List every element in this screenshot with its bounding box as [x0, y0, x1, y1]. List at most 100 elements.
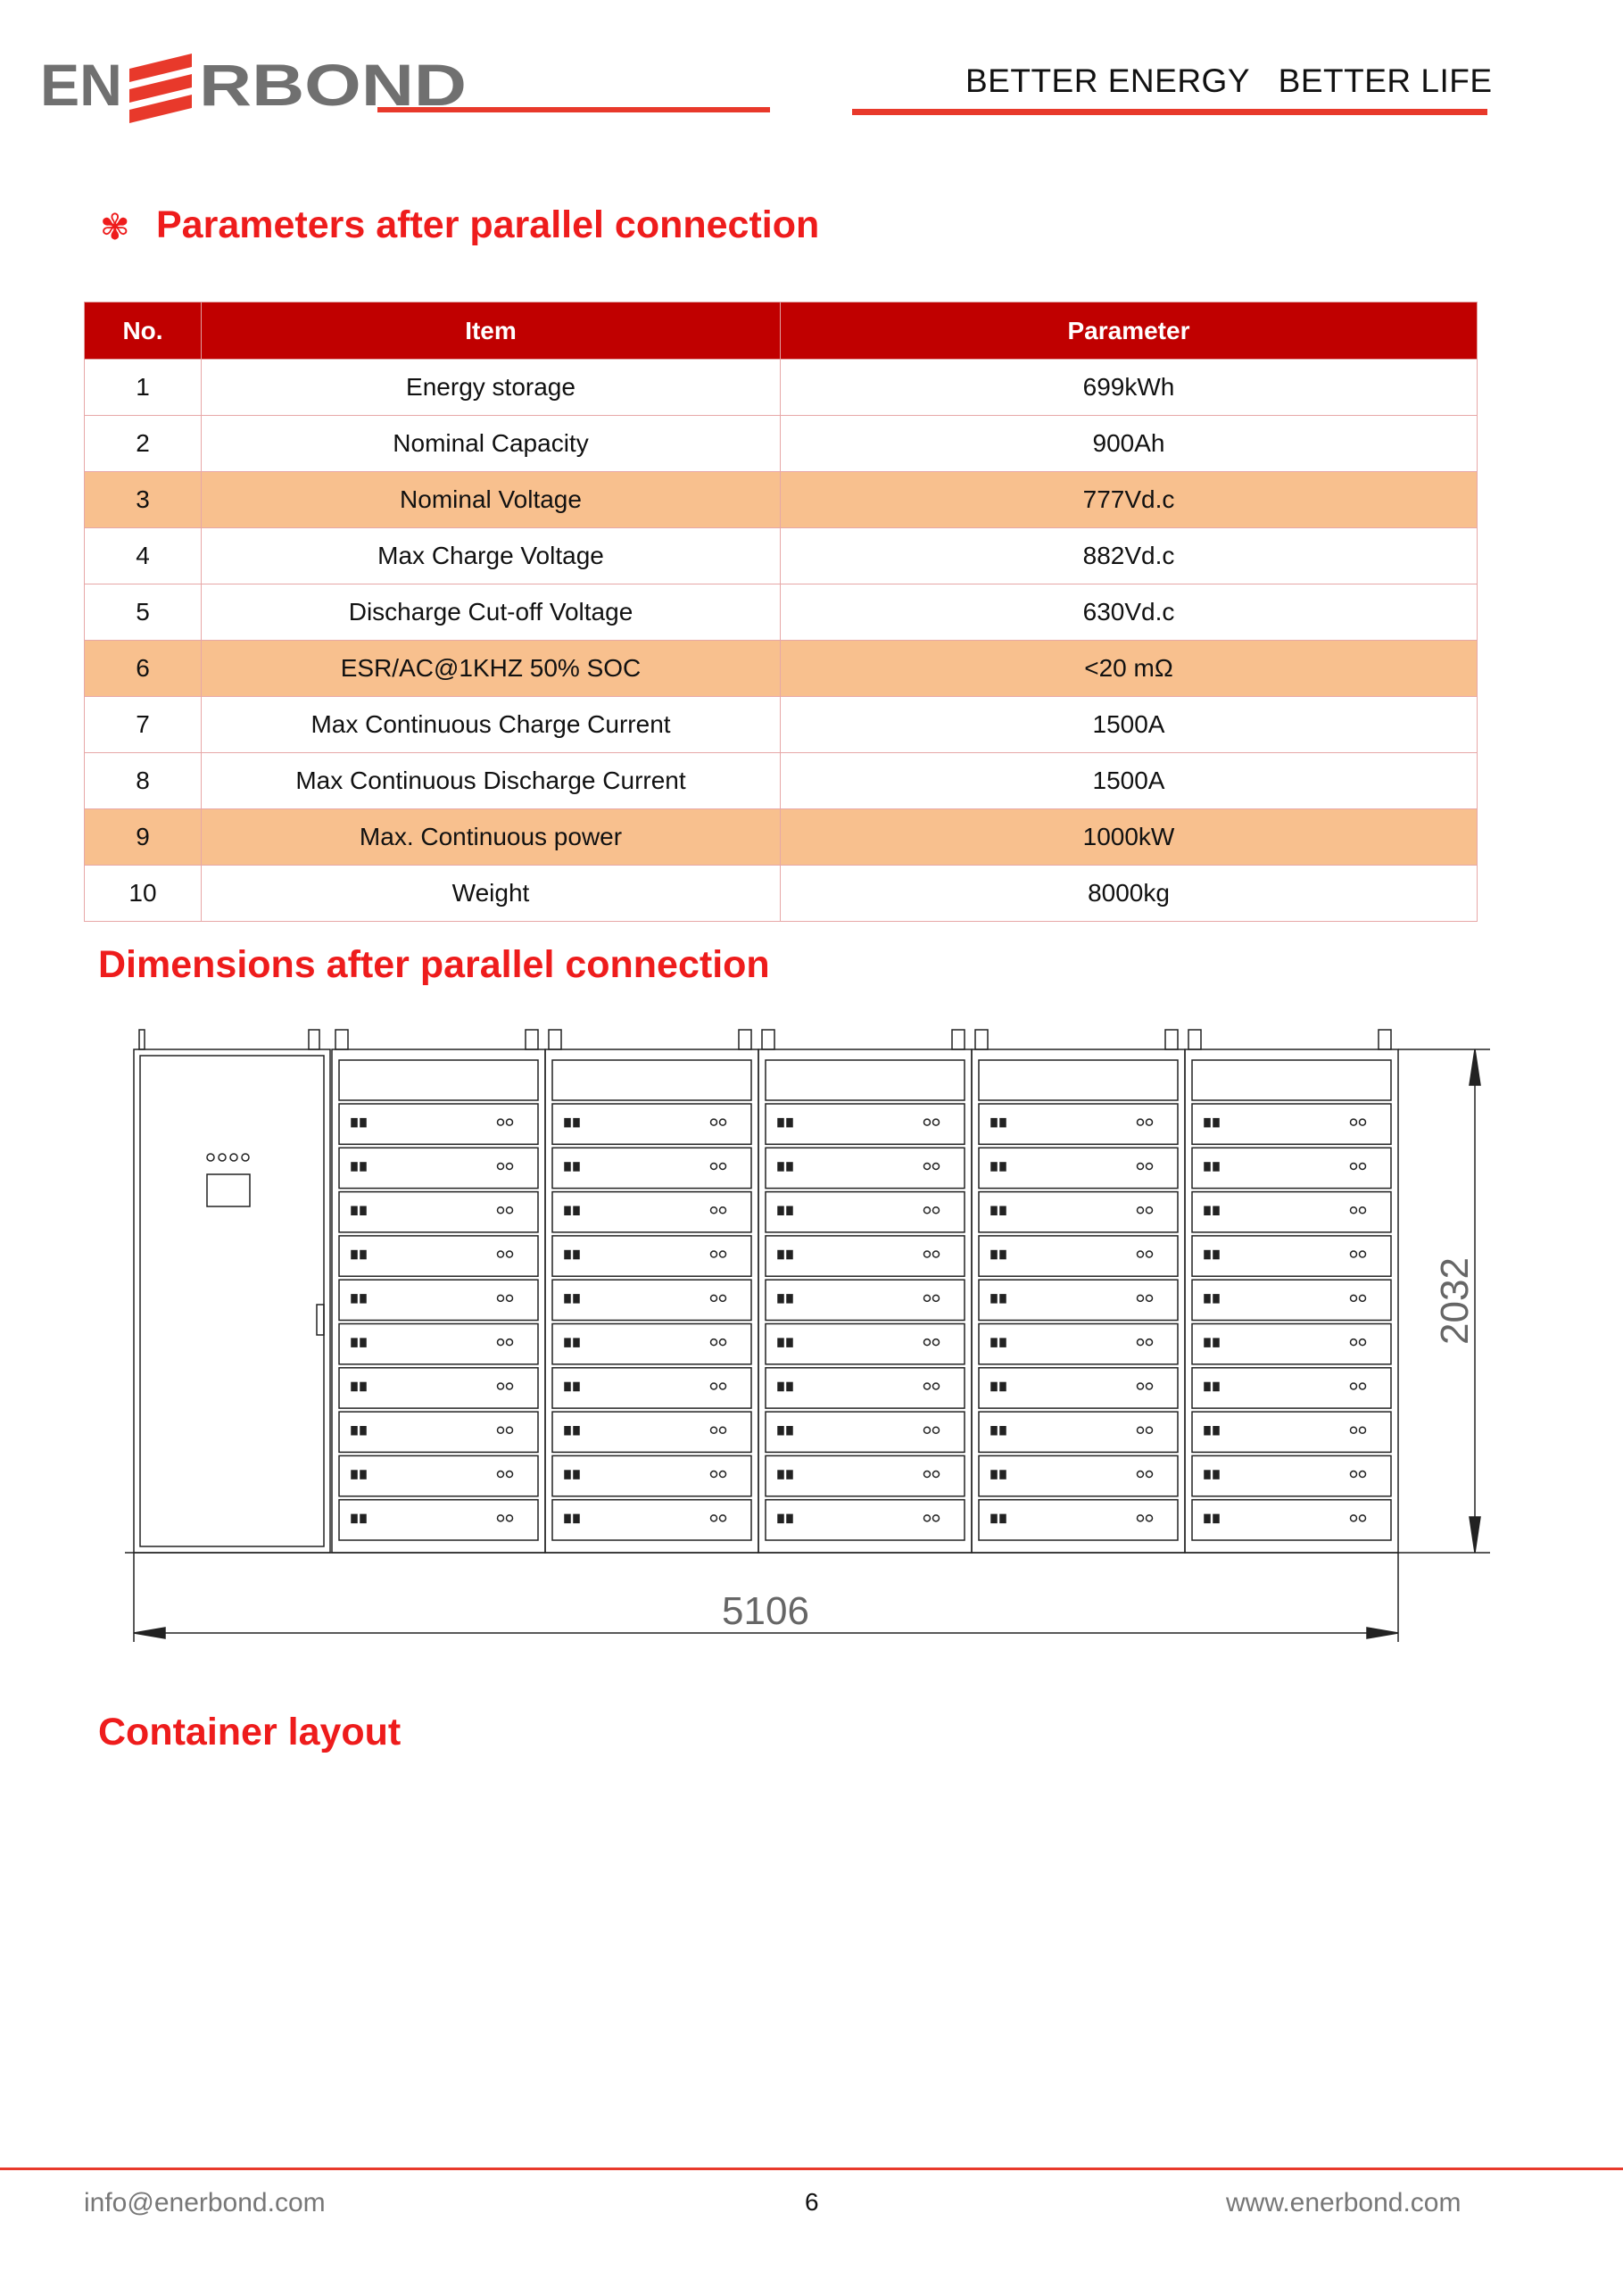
module-terminal — [1145, 1382, 1154, 1390]
module-terminal — [709, 1426, 718, 1434]
module-port — [573, 1381, 580, 1392]
module-terminal — [1145, 1118, 1154, 1126]
footer-email-link[interactable]: info@enerbond.com — [84, 2188, 326, 2217]
module-terminal — [718, 1162, 727, 1171]
module-terminal — [709, 1338, 718, 1347]
module-terminal — [1136, 1514, 1145, 1522]
battery-module — [978, 1455, 1179, 1497]
module-terminal — [496, 1294, 505, 1303]
battery-module — [338, 1235, 539, 1277]
module-terminal — [1349, 1118, 1358, 1126]
module-terminal — [709, 1250, 718, 1258]
cell-param: 777Vd.c — [780, 471, 1478, 528]
module-port — [564, 1162, 571, 1172]
module-terminal — [709, 1382, 718, 1390]
module-port — [786, 1249, 793, 1260]
bms-control-box — [338, 1059, 539, 1101]
module-terminal — [1358, 1426, 1367, 1434]
module-port — [990, 1249, 998, 1260]
module-port — [990, 1338, 998, 1347]
cell-param: 882Vd.c — [780, 527, 1478, 584]
module-terminal — [932, 1162, 940, 1171]
module-terminal — [505, 1250, 514, 1258]
module-port — [1204, 1381, 1211, 1392]
module-terminal — [1145, 1426, 1154, 1434]
module-terminal — [505, 1426, 514, 1434]
indicator-light — [241, 1153, 250, 1162]
cabinet-dimension-drawing: 5106 2032 — [125, 1029, 1490, 1642]
battery-module — [1191, 1147, 1392, 1189]
battery-module — [1191, 1498, 1392, 1541]
battery-module — [765, 1322, 965, 1365]
module-terminal — [718, 1382, 727, 1390]
module-port — [351, 1381, 358, 1392]
module-port — [990, 1470, 998, 1480]
module-port — [777, 1117, 784, 1128]
cell-item: Energy storage — [201, 359, 781, 416]
module-terminal — [923, 1162, 932, 1171]
module-terminal — [1136, 1162, 1145, 1171]
module-port — [564, 1381, 571, 1392]
module-port — [564, 1426, 571, 1436]
battery-module — [1191, 1322, 1392, 1365]
module-terminal — [923, 1250, 932, 1258]
module-port — [1204, 1513, 1211, 1524]
module-terminal — [1358, 1382, 1367, 1390]
module-terminal — [505, 1382, 514, 1390]
module-terminal — [496, 1338, 505, 1347]
module-port — [351, 1513, 358, 1524]
module-port — [360, 1426, 367, 1436]
module-terminal — [709, 1470, 718, 1479]
module-port — [360, 1117, 367, 1128]
lifting-lug — [738, 1029, 752, 1050]
column-header-item: Item — [201, 302, 781, 360]
lifting-lug — [335, 1029, 349, 1050]
module-terminal — [932, 1426, 940, 1434]
module-port — [777, 1513, 784, 1524]
module-port — [786, 1338, 793, 1347]
flower-bullet-icon: ✾ — [100, 208, 130, 247]
footer-website-link[interactable]: www.enerbond.com — [1226, 2188, 1462, 2217]
module-terminal — [718, 1514, 727, 1522]
module-port — [990, 1381, 998, 1392]
svg-text:RBOND: RBOND — [199, 52, 467, 118]
module-port — [786, 1381, 793, 1392]
battery-module — [338, 1411, 539, 1454]
table-row: 7 Max Continuous Charge Current 1500A — [84, 696, 1478, 753]
lifting-lug — [974, 1029, 989, 1050]
module-port — [360, 1249, 367, 1260]
module-terminal — [1358, 1118, 1367, 1126]
battery-module — [765, 1147, 965, 1189]
battery-module — [978, 1411, 1179, 1454]
module-terminal — [718, 1118, 727, 1126]
cell-param: 1500A — [780, 752, 1478, 809]
module-port — [1204, 1117, 1211, 1128]
module-port — [786, 1470, 793, 1480]
module-port — [360, 1206, 367, 1215]
bms-control-box — [978, 1059, 1179, 1101]
module-terminal — [1349, 1294, 1358, 1303]
module-terminal — [718, 1338, 727, 1347]
module-port — [999, 1117, 1006, 1128]
module-port — [1204, 1294, 1211, 1304]
cell-param: 900Ah — [780, 415, 1478, 472]
module-terminal — [923, 1294, 932, 1303]
module-terminal — [923, 1338, 932, 1347]
cell-no: 4 — [84, 527, 202, 584]
battery-module — [551, 1498, 752, 1541]
module-terminal — [718, 1426, 727, 1434]
module-terminal — [1358, 1470, 1367, 1479]
module-port — [351, 1206, 358, 1215]
module-port — [351, 1117, 358, 1128]
module-terminal — [932, 1206, 940, 1214]
module-terminal — [923, 1206, 932, 1214]
module-port — [573, 1470, 580, 1480]
module-terminal — [505, 1162, 514, 1171]
height-dimension-label: 2032 — [1433, 1257, 1477, 1345]
battery-module — [1191, 1411, 1392, 1454]
module-port — [1213, 1381, 1220, 1392]
module-port — [1213, 1117, 1220, 1128]
module-port — [564, 1513, 571, 1524]
cell-no: 10 — [84, 865, 202, 922]
lifting-lug — [951, 1029, 965, 1050]
